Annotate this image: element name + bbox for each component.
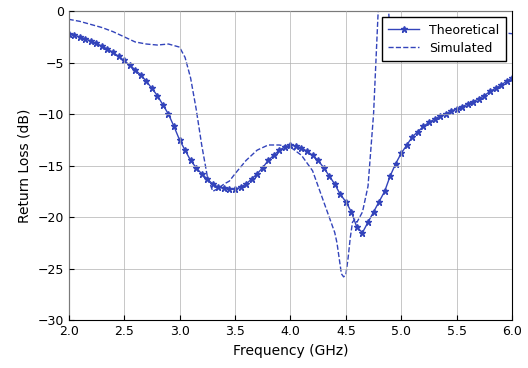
Simulated [193, 107, 200, 111]
Theoretical [431, 117, 438, 121]
Simulated [65, 17, 72, 21]
Theoretical [398, 151, 404, 155]
Theoretical [343, 199, 349, 204]
Theoretical [509, 76, 515, 80]
X-axis label: Frequency (GHz): Frequency (GHz) [233, 344, 348, 358]
Simulated [199, 143, 205, 147]
Simulated [341, 275, 347, 279]
Theoretical [359, 230, 365, 235]
Simulated [352, 217, 358, 222]
Simulated [487, 29, 493, 34]
Legend: Theoretical, Simulated: Theoretical, Simulated [382, 17, 506, 61]
Theoretical [470, 99, 476, 104]
Theoretical [454, 107, 460, 111]
Simulated [370, 112, 376, 116]
Line: Simulated: Simulated [69, 0, 512, 277]
Theoretical [65, 32, 72, 36]
Theoretical [309, 153, 316, 158]
Simulated [431, 35, 438, 39]
Simulated [509, 32, 515, 36]
Line: Theoretical: Theoretical [65, 30, 516, 236]
Y-axis label: Return Loss (dB): Return Loss (dB) [18, 109, 32, 223]
